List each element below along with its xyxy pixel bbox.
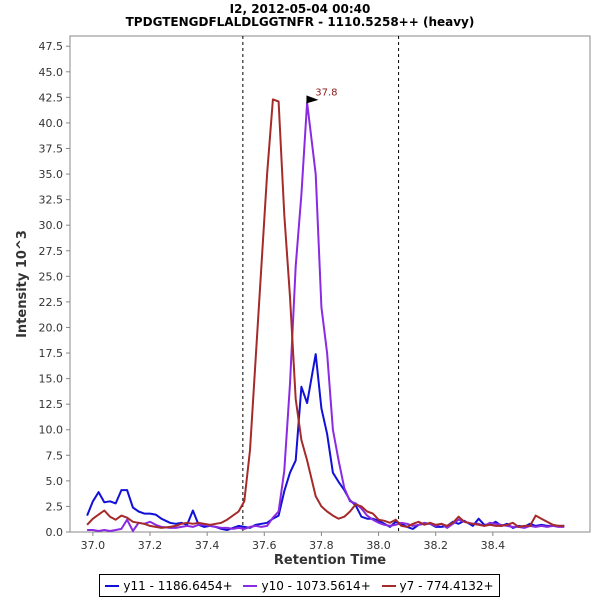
y-tick-label: 5.0 bbox=[46, 475, 64, 488]
legend-swatch bbox=[243, 584, 258, 587]
y-tick-label: 17.5 bbox=[39, 347, 64, 360]
chart-subtitle: TPDGTENGDFLALDLGGTNFR - 1110.5258++ (hea… bbox=[126, 15, 475, 29]
x-tick-label: 37.0 bbox=[81, 539, 106, 552]
peak-arrow-icon bbox=[306, 95, 319, 104]
y-tick-label: 32.5 bbox=[39, 194, 64, 207]
legend-label: y10 - 1073.5614+ bbox=[261, 578, 371, 593]
y-tick-label: 15.0 bbox=[39, 373, 64, 386]
series-lines bbox=[86, 98, 565, 532]
legend-swatch bbox=[105, 584, 120, 587]
chart-title: I2, 2012-05-04 00:40 bbox=[230, 2, 371, 16]
x-tick-label: 37.6 bbox=[252, 539, 277, 552]
peak-boundaries bbox=[242, 36, 400, 532]
series-line-3 bbox=[86, 98, 565, 529]
y-tick-label: 2.5 bbox=[46, 500, 64, 513]
x-tick-label: 38.0 bbox=[366, 539, 391, 552]
peak-label: 37.8 bbox=[315, 87, 337, 98]
y-axis: 0.0 2.5 5.0 7.5 10.0 12.5 15.0 17.5 20.0 22.5 25.0… bbox=[39, 40, 70, 539]
y-tick-label: 20.0 bbox=[39, 321, 64, 334]
y-tick-label: 7.5 bbox=[46, 449, 64, 462]
x-axis-label: Retention Time bbox=[274, 553, 386, 568]
y-tick-label: 12.5 bbox=[39, 398, 64, 411]
y-tick-label: 22.5 bbox=[39, 296, 64, 309]
legend-item: y11 - 1186.6454+ bbox=[105, 578, 233, 593]
y-tick-label: 47.5 bbox=[39, 40, 64, 53]
x-tick-label: 37.2 bbox=[138, 539, 163, 552]
legend-item: y10 - 1073.5614+ bbox=[243, 578, 371, 593]
legend-swatch bbox=[381, 584, 396, 587]
x-tick-label: 38.4 bbox=[481, 539, 506, 552]
y-tick-label: 27.5 bbox=[39, 245, 64, 258]
x-tick-label: 37.4 bbox=[195, 539, 220, 552]
y-tick-label: 25.0 bbox=[39, 270, 64, 283]
legend-item: y7 - 774.4132+ bbox=[381, 578, 494, 593]
y-tick-label: 37.5 bbox=[39, 142, 64, 155]
legend: y11 - 1186.6454+ y10 - 1073.5614+ y7 - 774… bbox=[99, 574, 500, 597]
y-tick-label: 0.0 bbox=[46, 526, 64, 539]
y-tick-label: 42.5 bbox=[39, 91, 64, 104]
x-axis: 37.0 37.2 37.4 37.6 37.8 38.0 38.2 38.4 bbox=[81, 532, 505, 552]
y-tick-label: 45.0 bbox=[39, 66, 64, 79]
y-tick-label: 30.0 bbox=[39, 219, 64, 232]
legend-label: y11 - 1186.6454+ bbox=[123, 578, 233, 593]
legend-label: y7 - 774.4132+ bbox=[399, 578, 494, 593]
y-tick-label: 35.0 bbox=[39, 168, 64, 181]
y-tick-label: 40.0 bbox=[39, 117, 64, 130]
y-tick-label: 10.0 bbox=[39, 424, 64, 437]
x-tick-label: 38.2 bbox=[423, 539, 448, 552]
y-axis-label: Intensity 10^3 bbox=[15, 230, 30, 338]
x-tick-label: 37.8 bbox=[309, 539, 334, 552]
peak-annotation: 37.8 bbox=[306, 87, 338, 104]
